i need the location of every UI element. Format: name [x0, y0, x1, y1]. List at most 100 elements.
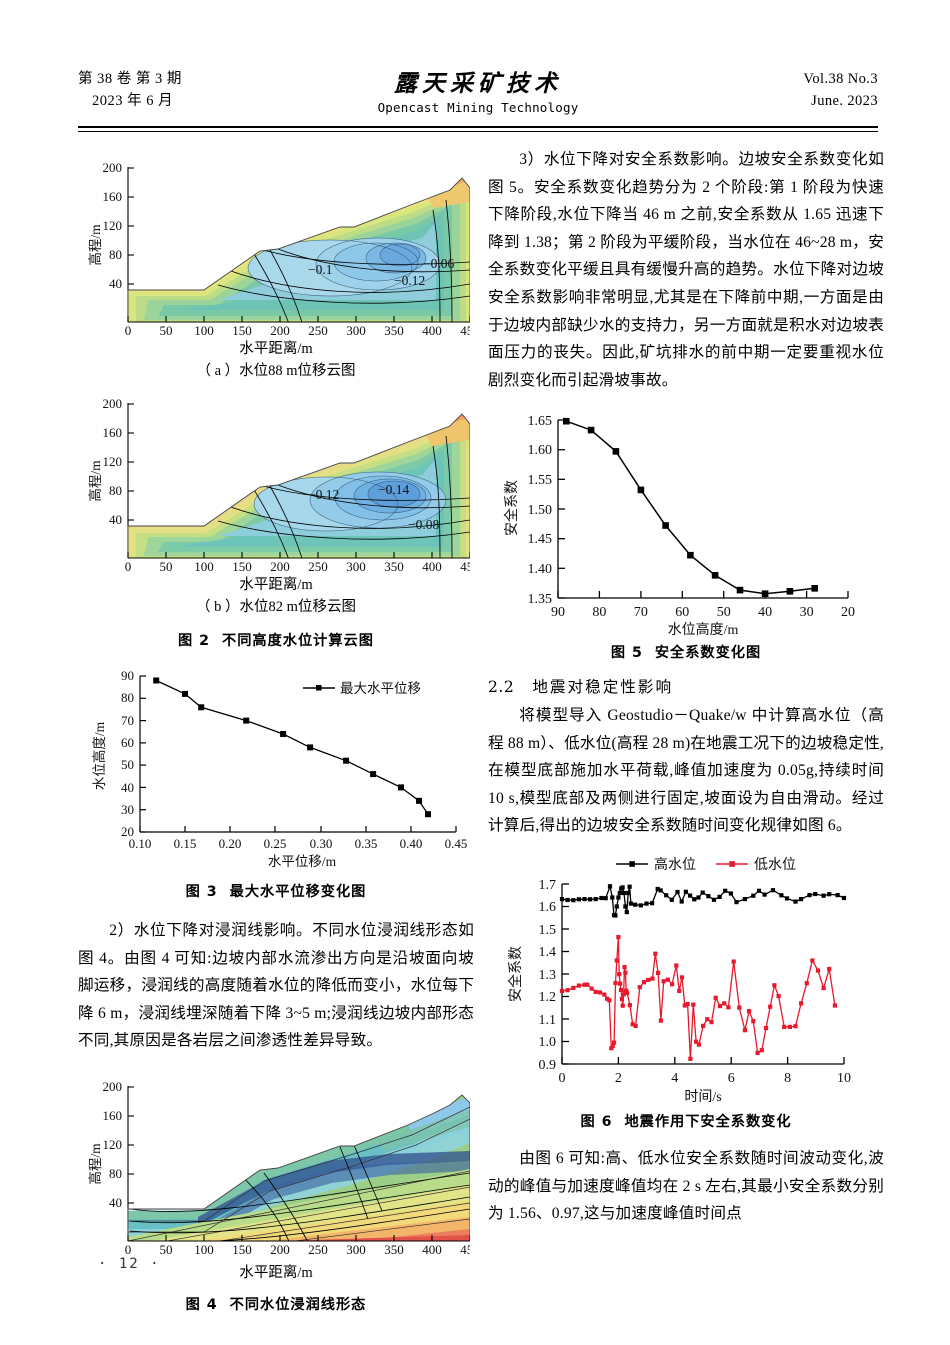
svg-text:400: 400 [422, 1242, 442, 1257]
svg-text:40: 40 [758, 605, 772, 620]
contour-label-a1: −0.1 [308, 262, 333, 277]
figure-2b-ylabel: 高程/m [87, 460, 103, 502]
svg-text:1.0: 1.0 [539, 1035, 557, 1050]
figure-3: 20 30 40 50 60 70 80 90 0.10 0.15 0.20 0.25 0.30… [78, 664, 474, 901]
contour-label-b1: −0.12 [308, 487, 339, 502]
svg-text:1.3: 1.3 [539, 968, 557, 983]
svg-text:250: 250 [308, 323, 328, 335]
svg-text:40: 40 [121, 780, 134, 795]
volume-issue-cn: 第 38 卷 第 3 期 [78, 71, 182, 87]
header-left: 第 38 卷 第 3 期 2023 年 6 月 [78, 68, 182, 112]
svg-text:0.9: 0.9 [539, 1058, 557, 1073]
figure-2b: 200 160 120 80 40 高程/m [78, 386, 474, 616]
page-number: · 12 · [98, 1256, 161, 1272]
figure-3-xlabel: 水平位移/m [268, 854, 337, 869]
svg-text:70: 70 [121, 713, 134, 728]
figure-3-svg: 20 30 40 50 60 70 80 90 0.10 0.15 0.20 0.25 0.30… [91, 668, 467, 869]
svg-text:1.4: 1.4 [539, 945, 557, 960]
svg-text:30: 30 [121, 802, 134, 817]
figure-5: 1.35 1.40 1.45 1.50 1.55 1.60 1.65 90 80 70 60… [488, 408, 884, 662]
svg-text:0.40: 0.40 [400, 836, 423, 851]
date-cn: 2023 年 6 月 [92, 93, 174, 109]
svg-text:400: 400 [422, 559, 442, 571]
svg-text:40: 40 [109, 1195, 122, 1210]
contour-label-a3: −0.06 [423, 256, 454, 271]
figure-2b-subcaption: （ b ）水位82 m位移云图 [196, 599, 356, 615]
svg-text:0: 0 [125, 559, 132, 571]
figure-6-legend-label-1: 高水位 [654, 856, 696, 873]
svg-text:250: 250 [308, 559, 328, 571]
figure-6-caption-number: 图 6 [580, 1113, 613, 1130]
svg-text:0.10: 0.10 [129, 836, 152, 851]
svg-text:350: 350 [384, 323, 404, 335]
figure-5-ylabel: 安全系数 [503, 480, 520, 536]
svg-text:50: 50 [121, 757, 134, 772]
svg-text:120: 120 [103, 454, 123, 469]
header-right: Vol.38 No.3 June. 2023 [803, 68, 878, 112]
figure-4-ylabel: 高程/m [87, 1143, 103, 1185]
left-paragraph-2: 2）水位下降对浸润线影响。不同水位浸润线形态如图 4。由图 4 可知:边坡内部水… [78, 922, 474, 1050]
section-2-2-title: 地震对稳定性影响 [532, 678, 674, 697]
volume-issue-en: Vol.38 No.3 [803, 71, 878, 87]
figure-2b-svg: 200 160 120 80 40 高程/m [87, 396, 470, 571]
svg-text:120: 120 [103, 1137, 123, 1152]
figure-5-caption: 图 5 安全系数变化图 [488, 642, 884, 662]
svg-text:0: 0 [559, 1071, 566, 1086]
svg-text:1.35: 1.35 [528, 592, 553, 607]
svg-text:30: 30 [800, 605, 814, 620]
svg-text:1.6: 1.6 [539, 900, 557, 915]
svg-text:100: 100 [194, 323, 214, 335]
svg-text:60: 60 [121, 735, 134, 750]
figure-3-caption-text: 最大水平位移变化图 [229, 884, 367, 900]
figure-4-caption: 图 4 不同水位浸润线形态 [78, 1294, 474, 1314]
figure-5-svg: 1.35 1.40 1.45 1.50 1.55 1.60 1.65 90 80 70 60… [503, 414, 855, 638]
svg-text:0: 0 [125, 1242, 132, 1257]
figure-6-legend: 高水位 低水位 [616, 856, 796, 873]
svg-text:350: 350 [384, 559, 404, 571]
svg-text:400: 400 [422, 323, 442, 335]
svg-text:200: 200 [270, 1242, 290, 1257]
figure-6: 高水位 低水位 0.9 1.0 1.1 1.2 [488, 852, 884, 1131]
svg-text:40: 40 [109, 512, 122, 527]
svg-text:100: 100 [194, 1242, 214, 1257]
svg-text:200: 200 [103, 396, 123, 411]
svg-text:10: 10 [837, 1071, 851, 1086]
figure-4-xlabel: 水平距离/m [239, 1264, 313, 1281]
svg-text:150: 150 [232, 559, 252, 571]
figure-3-caption-number: 图 3 [185, 884, 218, 900]
svg-text:1.2: 1.2 [539, 990, 557, 1005]
svg-text:120: 120 [103, 218, 123, 233]
svg-text:0.35: 0.35 [355, 836, 378, 851]
figure-6-series-low [561, 936, 836, 1059]
figure-2-caption-text: 不同高度水位计算云图 [222, 633, 374, 649]
svg-text:300: 300 [346, 1242, 366, 1257]
svg-text:1.7: 1.7 [539, 878, 557, 893]
svg-text:20: 20 [841, 605, 855, 620]
figure-6-svg: 高水位 低水位 0.9 1.0 1.1 1.2 [507, 856, 851, 1105]
svg-text:450: 450 [460, 323, 470, 335]
svg-text:90: 90 [121, 668, 134, 683]
figure-3-caption: 图 3 最大水平位移变化图 [78, 881, 474, 901]
figure-4: 200 160 120 80 40 高程/m [78, 1069, 474, 1314]
figure-3-legend: 最大水平位移 [303, 681, 421, 696]
svg-text:0: 0 [125, 323, 132, 335]
contour-label-b2: −0.14 [378, 482, 409, 497]
contour-label-a2: −0.12 [394, 273, 425, 288]
figure-3-ylabel: 水位高度/m [91, 721, 107, 790]
journal-title-cn: 露天采矿技术 [394, 70, 562, 97]
right-paragraph-22: 将模型导入 Geostudio－Quake/w 中计算高水位（高程 88 m）、… [488, 706, 884, 835]
svg-text:160: 160 [103, 425, 123, 440]
svg-text:160: 160 [103, 189, 123, 204]
figure-6-caption: 图 6 地震作用下安全系数变化 [488, 1111, 884, 1131]
svg-text:0.25: 0.25 [264, 836, 287, 851]
journal-title-en: Opencast Mining Technology [377, 100, 579, 115]
svg-text:0.15: 0.15 [174, 836, 197, 851]
contour-label-b3: −0.08 [408, 517, 439, 532]
svg-text:100: 100 [194, 559, 214, 571]
right-column: 3）水位下降对安全系数影响。边坡安全系数变化如图 5。安全系数变化趋势分为 2 … [488, 146, 884, 1228]
svg-text:1.60: 1.60 [528, 443, 553, 458]
figure-2b-xlabel: 水平距离/m [239, 577, 313, 593]
svg-text:20: 20 [121, 824, 134, 839]
svg-text:50: 50 [160, 323, 173, 335]
svg-text:80: 80 [121, 690, 134, 705]
